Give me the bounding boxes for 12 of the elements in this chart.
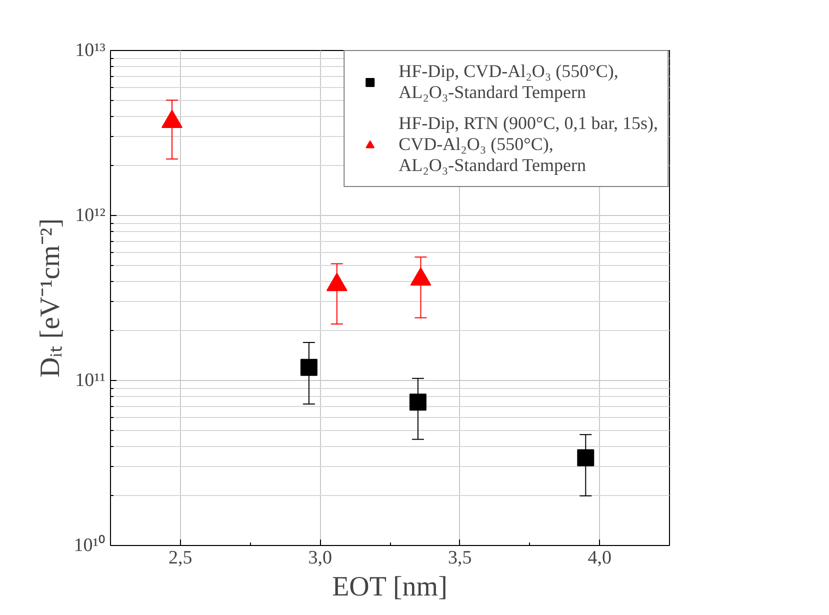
y-tick-label: 10¹¹ [75, 370, 106, 391]
x-tick-label: 2,5 [168, 548, 192, 568]
y-tick-label: 10¹² [75, 205, 106, 226]
y-tick-label: 10¹³ [75, 40, 106, 61]
y-tick-label: 10¹⁰ [74, 534, 106, 556]
x-tick-label: 4,0 [588, 548, 612, 568]
x-tick-label: 3,0 [308, 548, 332, 568]
x-axis-title: EOT [nm] [332, 572, 448, 602]
legend-label: HF-Dip, RTN (900°C, 0,1 bar, 15s), CVD-Al₂O₃ (550°C), AL₂O₃-Standard Tempern [398, 113, 658, 176]
legend-label: HF-Dip, CVD-Al₂O₃ (550°C), AL₂O₃-Standard Tempern [398, 61, 618, 103]
x-tick-label: 3,5 [448, 548, 472, 568]
y-axis-title: Dᵢₜ [eV⁻¹cm⁻²] [34, 218, 66, 378]
